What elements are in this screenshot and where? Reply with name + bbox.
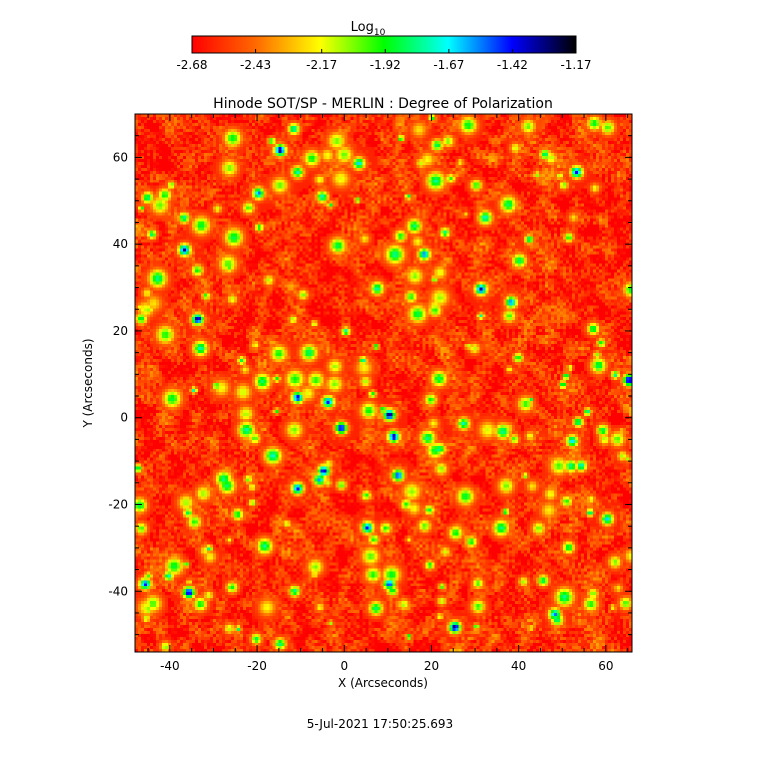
y-axis-ticks: -40 -20 0 20 40 60: [108, 113, 632, 636]
y-tick-label: 60: [113, 150, 128, 164]
x-tick-label: -20: [247, 659, 267, 673]
x-tick-label: 20: [424, 659, 439, 673]
colorbar-label: Log10: [351, 20, 386, 38]
colorbar-tick-label: -2.17: [306, 58, 337, 72]
colorbar: Log10 -2.68 -2.43 -2.17 -1.92 -1.67 -1.42 -1.1…: [176, 20, 591, 72]
y-tick-label: 40: [113, 237, 128, 251]
y-tick-label: 20: [113, 324, 128, 338]
colorbar-tick-label: -1.67: [433, 58, 464, 72]
y-tick-label: 0: [120, 411, 128, 425]
x-axis-ticks: -40 -20 0 20 40 60: [147, 114, 629, 673]
colorbar-tick-label: -1.17: [560, 58, 591, 72]
colorbar-tick-label: -1.92: [370, 58, 401, 72]
colorbar-ticks: -2.68 -2.43 -2.17 -1.92 -1.67 -1.42 -1.17: [176, 49, 592, 72]
x-tick-label: 0: [340, 659, 348, 673]
timestamp: 5-Jul-2021 17:50:25.693: [307, 717, 453, 731]
plot-frame: [134, 113, 633, 653]
y-tick-label: -40: [108, 584, 128, 598]
x-axis-label: X (Arcseconds): [338, 676, 428, 690]
chart-title: Hinode SOT/SP - MERLIN : Degree of Polar…: [213, 96, 553, 112]
y-tick-label: -20: [108, 497, 128, 511]
y-axis-label: Y (Arcseconds): [81, 338, 95, 428]
plot-area: -40 -20 0 20 40 60 -40 -20 0 20 40 60: [108, 113, 633, 673]
colorbar-tick-label: -2.68: [176, 58, 207, 72]
x-tick-label: 40: [511, 659, 526, 673]
x-tick-label: -40: [160, 659, 180, 673]
colorbar-gradient: [191, 35, 577, 54]
heatmap-image: [135, 114, 632, 652]
x-tick-label: 60: [598, 659, 613, 673]
colorbar-tick-label: -1.42: [497, 58, 528, 72]
colorbar-tick-label: -2.43: [240, 58, 271, 72]
